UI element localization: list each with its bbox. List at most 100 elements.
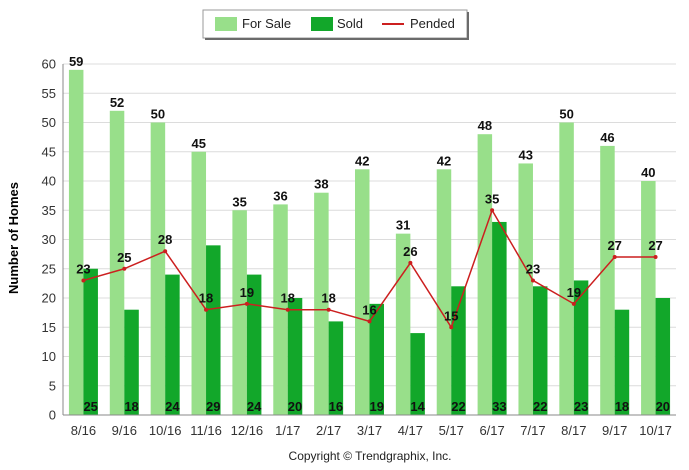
bar-sold <box>573 280 589 415</box>
data-label-sold: 20 <box>656 399 670 414</box>
x-tick-label: 8/17 <box>561 423 586 438</box>
bar-sold <box>410 333 425 415</box>
data-label-sold: 18 <box>615 399 629 414</box>
bar-for-sale <box>68 69 84 415</box>
data-label-for-sale: 40 <box>641 165 655 180</box>
bar-layer <box>68 69 671 416</box>
data-label-for-sale: 38 <box>314 177 328 192</box>
point-pended <box>530 278 535 283</box>
legend-label-sold: Sold <box>337 16 363 31</box>
y-tick-label: 0 <box>49 408 56 423</box>
bar-sold <box>83 268 98 415</box>
data-label-sold: 23 <box>574 399 588 414</box>
point-pended <box>449 325 454 330</box>
data-label-for-sale: 45 <box>192 136 206 151</box>
x-tick-label: 4/17 <box>398 423 423 438</box>
x-tick-label: 8/16 <box>71 423 96 438</box>
point-pended <box>408 260 413 265</box>
legend-swatch-for-sale <box>215 17 237 31</box>
x-tick-label: 12/16 <box>231 423 264 438</box>
bar-sold <box>532 286 548 415</box>
bar-for-sale <box>273 204 288 415</box>
data-label-sold: 24 <box>247 399 262 414</box>
data-label-pended: 18 <box>199 291 213 306</box>
y-tick-label: 15 <box>42 320 56 335</box>
point-pended <box>244 301 249 306</box>
axis-layer: 0 5 10 15 20 25 30 35 40 45 50 55 60 8/16 9/16 10/16 11/… <box>42 57 676 438</box>
data-label-pended: 28 <box>158 232 172 247</box>
x-tick-label: 2/17 <box>316 423 341 438</box>
data-label-pended: 23 <box>526 261 540 276</box>
data-label-pended: 16 <box>362 302 376 317</box>
legend-box-shadow-bottom <box>205 38 469 40</box>
x-tick-label: 5/17 <box>439 423 464 438</box>
y-axis-label: Number of Homes <box>6 182 21 294</box>
x-tick-label: 10/16 <box>149 423 182 438</box>
bar-sold <box>206 245 221 415</box>
point-pended <box>490 208 495 213</box>
data-label-sold: 19 <box>370 399 384 414</box>
data-label-for-sale: 42 <box>355 153 369 168</box>
point-pended <box>81 278 86 283</box>
bar-sold <box>614 309 630 415</box>
data-label-pended: 19 <box>567 285 581 300</box>
line-layer <box>81 208 658 330</box>
x-tick-label: 7/17 <box>520 423 545 438</box>
y-tick-label: 40 <box>42 174 56 189</box>
data-label-for-sale: 31 <box>396 218 410 233</box>
bar-for-sale <box>600 145 615 415</box>
bar-for-sale <box>314 192 329 415</box>
data-label-pended: 19 <box>240 285 254 300</box>
x-tick-label: 10/17 <box>639 423 672 438</box>
point-pended <box>326 307 331 312</box>
point-pended <box>163 249 168 254</box>
x-tick-label: 9/16 <box>112 423 137 438</box>
bar-sold <box>328 321 344 415</box>
y-tick-label: 30 <box>42 232 56 247</box>
y-tick-label: 5 <box>49 378 56 393</box>
point-pended <box>653 255 658 260</box>
bar-sold <box>124 309 139 415</box>
y-tick-label: 45 <box>42 144 56 159</box>
data-label-sold: 22 <box>533 399 547 414</box>
y-tick-label: 10 <box>42 349 56 364</box>
bar-for-sale <box>641 181 656 415</box>
data-label-pended: 27 <box>607 238 621 253</box>
bar-for-sale <box>109 110 125 416</box>
data-label-for-sale: 42 <box>437 153 451 168</box>
label-layer: 59 25 52 18 50 24 45 29 35 24 36 20 38 16 42 19 31 14 42 22… <box>69 54 670 414</box>
x-tick-label: 11/16 <box>190 423 222 438</box>
bar-sold <box>655 298 671 415</box>
bar-for-sale <box>518 163 533 415</box>
bar-sold <box>287 298 303 415</box>
point-pended <box>571 301 576 306</box>
data-label-sold: 22 <box>451 399 465 414</box>
data-label-sold: 14 <box>410 399 425 414</box>
data-label-pended: 25 <box>117 250 131 265</box>
y-tick-label: 25 <box>42 261 56 276</box>
x-tick-label: 1/17 <box>275 423 300 438</box>
data-label-for-sale: 50 <box>559 107 573 122</box>
legend-label-pended: Pended <box>410 16 455 31</box>
data-label-pended: 18 <box>281 291 295 306</box>
data-label-for-sale: 46 <box>600 130 614 145</box>
data-label-sold: 18 <box>124 399 138 414</box>
bar-for-sale <box>436 169 452 415</box>
data-label-pended: 15 <box>444 308 458 323</box>
data-label-pended: 27 <box>648 238 662 253</box>
legend: For Sale Sold Pended <box>202 9 469 40</box>
y-tick-label: 50 <box>42 115 56 130</box>
data-label-sold: 16 <box>329 399 343 414</box>
legend-box-shadow-right <box>467 12 469 40</box>
data-label-pended: 23 <box>76 261 90 276</box>
data-label-for-sale: 50 <box>151 107 165 122</box>
bar-sold <box>369 303 384 415</box>
data-label-for-sale: 52 <box>110 95 124 110</box>
data-label-for-sale: 43 <box>518 147 532 162</box>
data-label-for-sale: 36 <box>273 188 287 203</box>
point-pended <box>285 307 290 312</box>
data-label-sold: 24 <box>165 399 180 414</box>
point-pended <box>122 266 127 271</box>
data-label-for-sale: 59 <box>69 54 83 69</box>
